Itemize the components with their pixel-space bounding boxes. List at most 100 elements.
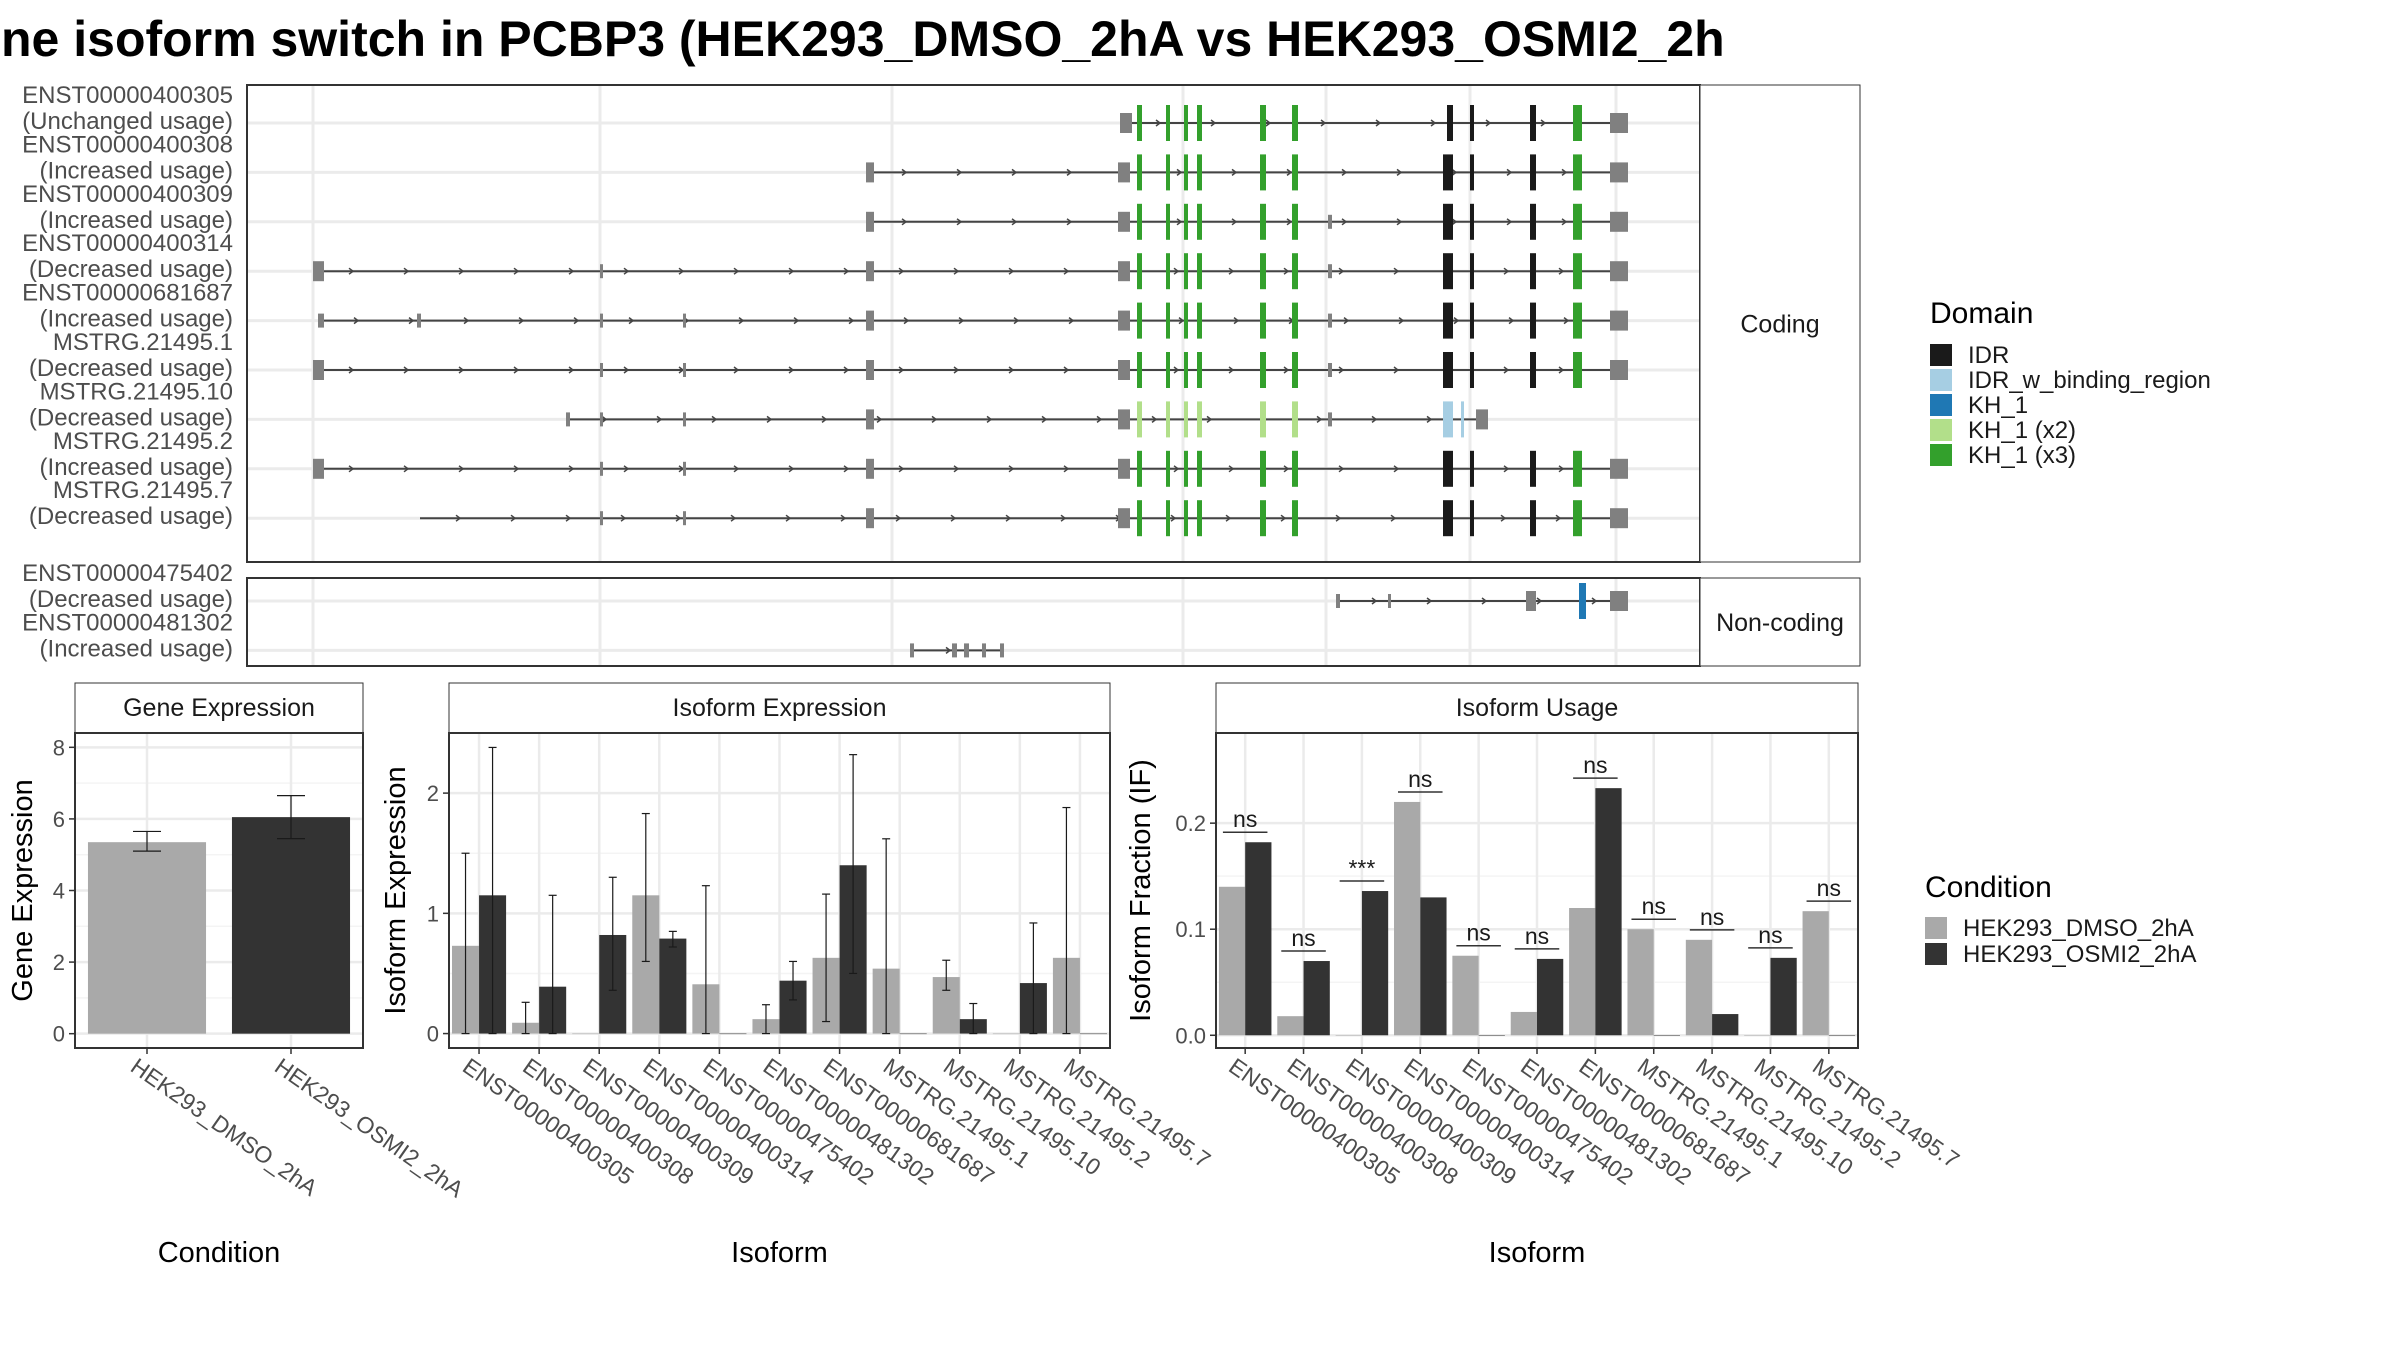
intron-arrow [793, 317, 800, 325]
exon [566, 412, 570, 427]
intron-arrow [788, 267, 795, 275]
domain-kh-1-x3- [1573, 450, 1582, 487]
intron-arrow [620, 514, 627, 522]
exon [683, 511, 686, 526]
domain-idr [1470, 302, 1474, 339]
intron-arrow [601, 415, 608, 423]
domain-kh-1-x3- [1260, 253, 1266, 290]
intron-arrow [953, 465, 960, 473]
intron-arrow [513, 267, 520, 275]
domain-kh-1-x3- [1197, 154, 1202, 191]
intron-arrow [1338, 366, 1345, 374]
exon [683, 461, 686, 476]
intron-arrow [353, 317, 360, 325]
isoform-expression-panel: Isoform Expression012ENST00000400305ENST… [380, 682, 1215, 1269]
significance-label: ns [1583, 752, 1607, 778]
domain-kh-1-x3- [1197, 450, 1202, 487]
domain-kh-1-x2- [1260, 401, 1266, 438]
exon [866, 458, 874, 479]
bar [1303, 961, 1330, 1036]
bar [1394, 801, 1421, 1036]
intron-arrow [623, 366, 630, 374]
intron-arrow [788, 465, 795, 473]
intron-arrow [1563, 317, 1570, 325]
intron-arrow [1396, 168, 1403, 176]
y-tick-label: 6 [53, 807, 65, 832]
exon [952, 643, 957, 658]
intron-arrow [408, 317, 415, 325]
bar [1685, 939, 1713, 1036]
domain-legend-key [1930, 419, 1952, 441]
domain-idr [1470, 105, 1474, 141]
intron-arrow [1591, 597, 1598, 605]
intron-arrow [1063, 366, 1070, 374]
domain-kh-1-x3- [1292, 253, 1298, 290]
intron-arrow [895, 514, 902, 522]
intron-arrow [1011, 168, 1018, 176]
domain-kh-1-x3- [1166, 302, 1170, 339]
bar [1569, 908, 1596, 1036]
domain-kh-1-x3- [1184, 105, 1188, 141]
intron-arrow [1178, 317, 1185, 325]
domain-idr [1447, 105, 1453, 141]
exon [1610, 508, 1628, 529]
domain-kh-1-x3- [1573, 154, 1582, 191]
intron-arrow [623, 267, 630, 275]
intron-arrow [1008, 465, 1015, 473]
domain-kh-1-x3- [1292, 500, 1298, 537]
intron-arrow [1341, 168, 1348, 176]
transcript-id-label: MSTRG.21495.7 [53, 477, 233, 504]
intron-arrow [1066, 168, 1073, 176]
intron-arrow [945, 646, 952, 654]
intron-arrow [1176, 168, 1183, 176]
x-axis-title: Isoform [1489, 1237, 1586, 1269]
domain-kh-1-x3- [1260, 154, 1266, 191]
panel-strip-title: Isoform Expression [673, 694, 887, 722]
bar [1712, 1014, 1739, 1036]
domain-idr [1530, 154, 1536, 191]
domain-kh-1-x3- [1184, 450, 1188, 487]
domain-idr [1443, 450, 1453, 487]
domain-kh-1-x3- [1184, 253, 1188, 290]
intron-arrow [1265, 119, 1272, 127]
exon [1610, 458, 1628, 479]
domain-legend-key [1930, 444, 1952, 466]
exon [1388, 594, 1391, 608]
domain-kh-1-x3- [1573, 203, 1582, 240]
domain-kh-1-x3- [1197, 253, 1202, 290]
domain-kh-1-x3- [1184, 203, 1188, 240]
exon [683, 363, 686, 377]
transcript-usage-label: (Increased usage) [40, 306, 233, 333]
exon [1118, 211, 1130, 232]
domain-kh-1-x3- [1137, 500, 1142, 537]
bar [659, 938, 687, 1034]
intron-arrow [1503, 267, 1510, 275]
bar [992, 1033, 1020, 1035]
intron-arrow [1426, 597, 1433, 605]
y-tick-label: 2 [427, 781, 439, 806]
bar [719, 1033, 747, 1035]
domain-idr [1470, 253, 1474, 290]
panel-strip-title: Isoform Usage [1456, 694, 1619, 722]
exon [1610, 360, 1628, 380]
intron-arrow [953, 366, 960, 374]
intron-arrow [1506, 218, 1513, 226]
transcript-usage-label: (Decreased usage) [29, 404, 233, 431]
intron-arrow [958, 317, 965, 325]
intron-arrow [953, 267, 960, 275]
exon [600, 461, 603, 476]
domain-kh-1-x3- [1260, 302, 1266, 339]
domain-idr [1530, 352, 1536, 388]
transcript-id-label: MSTRG.21495.10 [40, 378, 233, 405]
exon [1336, 594, 1340, 608]
intron-arrow [840, 514, 847, 522]
y-tick-label: 0 [427, 1022, 439, 1047]
significance-label: ns [1233, 806, 1257, 832]
condition-legend-key [1925, 917, 1947, 939]
exon [1610, 162, 1628, 183]
intron-arrow [403, 465, 410, 473]
x-axis-title: Condition [158, 1237, 281, 1269]
intron-arrow [1375, 119, 1382, 127]
intron-arrow [843, 465, 850, 473]
intron-arrow [1506, 168, 1513, 176]
